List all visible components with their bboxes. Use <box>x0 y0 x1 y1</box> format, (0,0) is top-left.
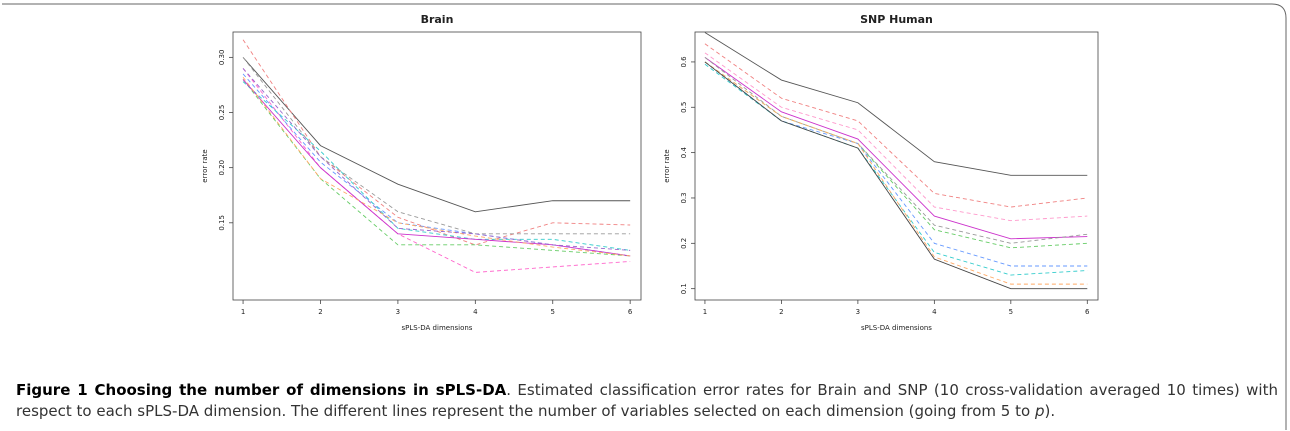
series-line <box>704 57 1088 240</box>
plot-frame <box>694 31 1099 301</box>
y-tick-label: 0.30 <box>218 50 226 66</box>
x-tick-label: 3 <box>396 308 400 316</box>
y-tick-label: 0.4 <box>680 147 688 159</box>
y-tick-label: 0.1 <box>680 283 688 294</box>
x-tick-label: 2 <box>318 308 322 316</box>
caption: Figure 1 Choosing the number of dimensio… <box>16 380 1278 422</box>
x-tick-label: 1 <box>703 308 707 316</box>
x-tick-label: 6 <box>628 308 633 316</box>
series-line <box>704 57 1088 244</box>
series-line <box>704 61 1088 290</box>
series-line <box>242 68 631 251</box>
x-tick-label: 4 <box>473 308 478 316</box>
caption-italic: p <box>1034 402 1045 420</box>
x-tick-label: 6 <box>1085 308 1090 316</box>
caption-label: Figure 1 Choosing the number of dimensio… <box>16 381 507 399</box>
x-axis-label: sPLS-DA dimensions <box>861 324 932 332</box>
chart-title: SNP Human <box>860 13 933 26</box>
y-tick-label: 0.25 <box>218 105 226 121</box>
series-line <box>242 76 631 257</box>
y-tick-label: 0.2 <box>680 238 688 249</box>
series-line <box>704 63 1088 276</box>
caption-text: . Estimated classification error rates f… <box>16 381 1278 420</box>
series-line <box>704 61 1088 249</box>
y-axis-label: error rate <box>201 149 209 182</box>
series-line <box>242 57 631 235</box>
series-line <box>242 57 631 213</box>
series-line <box>704 32 1088 176</box>
series-line <box>242 81 631 251</box>
y-tick-label: 0.15 <box>218 215 226 231</box>
caption-end: ). <box>1044 402 1056 420</box>
y-tick-label: 0.5 <box>680 102 688 113</box>
series-line <box>704 52 1088 222</box>
x-tick-label: 2 <box>779 308 783 316</box>
series-line <box>704 61 1088 285</box>
x-tick-label: 4 <box>932 308 937 316</box>
y-tick-label: 0.6 <box>680 56 688 68</box>
x-tick-label: 3 <box>856 308 860 316</box>
series-line <box>242 73 631 257</box>
x-tick-label: 1 <box>241 308 245 316</box>
series-line <box>704 61 1088 267</box>
chart-title: Brain <box>421 13 454 26</box>
series-line <box>242 39 631 246</box>
x-axis-label: sPLS-DA dimensions <box>402 324 473 332</box>
series-line <box>242 79 631 257</box>
x-tick-label: 5 <box>1009 308 1013 316</box>
plot-frame <box>232 31 642 301</box>
series-line <box>242 79 631 257</box>
frame <box>2 3 1287 430</box>
x-tick-label: 5 <box>551 308 555 316</box>
y-axis-label: error rate <box>663 149 671 182</box>
y-tick-label: 0.3 <box>680 192 688 203</box>
y-tick-label: 0.20 <box>218 160 226 176</box>
series-line <box>704 43 1088 208</box>
